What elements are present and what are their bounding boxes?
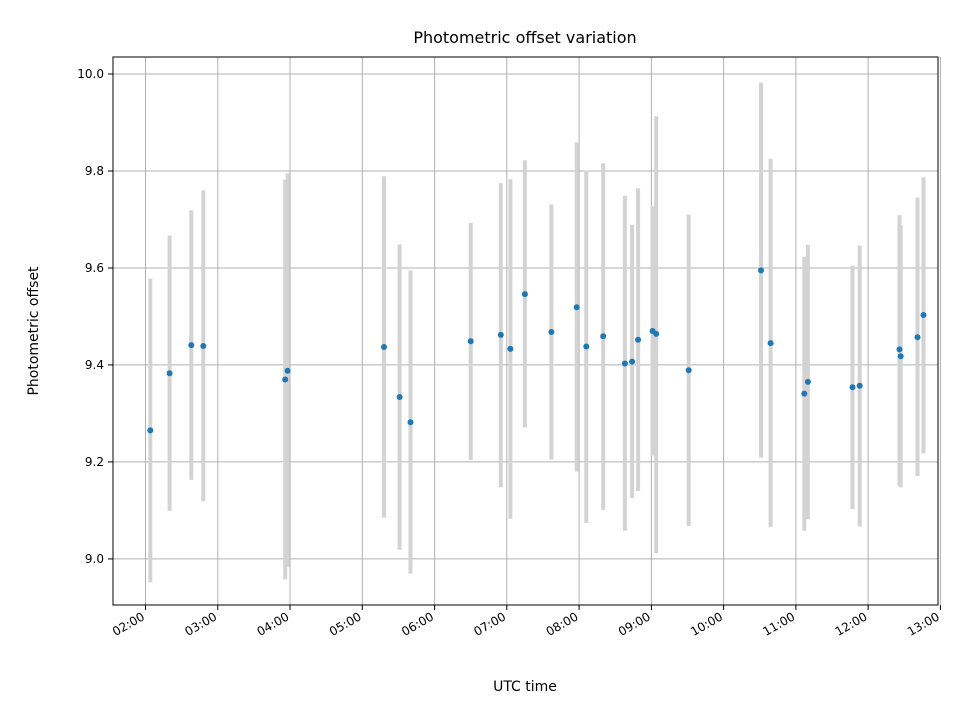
data-point <box>849 384 856 391</box>
data-point <box>147 427 154 434</box>
chart-title: Photometric offset variation <box>413 28 636 47</box>
data-point <box>600 333 607 340</box>
data-point <box>621 360 628 367</box>
y-tick-label: 9.8 <box>85 164 104 178</box>
data-point <box>548 329 555 335</box>
data-point <box>758 267 764 274</box>
data-point <box>188 342 195 349</box>
plot-frame <box>112 56 939 606</box>
data-point <box>282 376 289 383</box>
data-point <box>767 340 774 347</box>
data-point <box>583 343 590 350</box>
data-point <box>200 343 207 349</box>
data-point <box>573 304 580 311</box>
y-tick-label: 10.0 <box>77 67 104 81</box>
data-point <box>804 378 811 385</box>
data-point <box>396 394 403 400</box>
data-point <box>521 291 528 298</box>
data-point <box>467 338 474 345</box>
y-tick-label: 9.6 <box>85 261 104 275</box>
data-point <box>801 390 808 397</box>
y-tick-label: 9.0 <box>85 552 104 566</box>
data-point <box>629 358 636 365</box>
data-point <box>653 330 660 337</box>
y-tick-label: 9.4 <box>85 358 104 372</box>
data-point <box>856 382 863 389</box>
data-point <box>635 336 642 343</box>
data-point <box>897 353 904 360</box>
data-point <box>914 334 921 341</box>
data-point <box>381 344 387 350</box>
data-point <box>685 367 692 374</box>
y-axis-ticks: 9.0 9.2 9.4 9.6 9.8 10.0 <box>77 67 113 566</box>
x-axis-label: UTC time <box>493 679 557 695</box>
data-point <box>497 331 504 338</box>
data-point <box>284 367 291 374</box>
data-point <box>920 312 927 318</box>
y-axis-label: Photometric offset <box>26 266 42 396</box>
y-tick-label: 9.2 <box>85 455 104 469</box>
data-point <box>896 346 903 353</box>
data-point <box>407 419 414 426</box>
data-point <box>507 345 514 352</box>
data-points <box>147 267 927 434</box>
data-point <box>166 370 173 377</box>
